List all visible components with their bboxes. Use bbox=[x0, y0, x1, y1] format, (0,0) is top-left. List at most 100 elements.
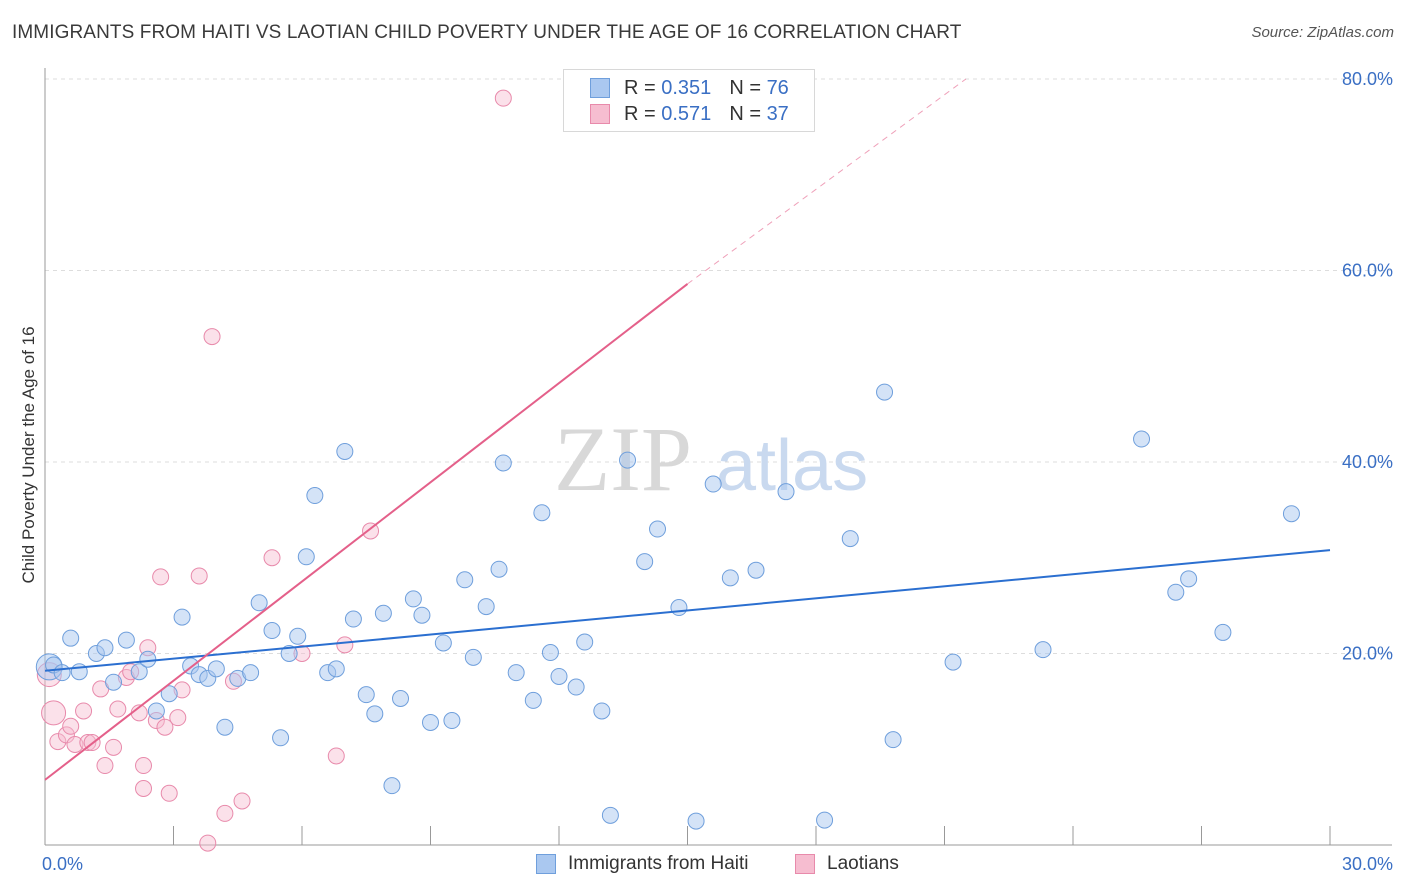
haiti-point bbox=[490, 560, 508, 578]
laotians-point bbox=[327, 747, 345, 765]
laotians-point bbox=[49, 733, 67, 751]
haiti-point bbox=[619, 451, 637, 469]
haiti-point bbox=[670, 599, 688, 617]
chart-title: IMMIGRANTS FROM HAITI VS LAOTIAN CHILD P… bbox=[12, 22, 962, 43]
haiti-point bbox=[1180, 570, 1198, 588]
haiti-point bbox=[336, 442, 354, 460]
axes bbox=[44, 68, 1392, 846]
haiti-point bbox=[593, 702, 611, 720]
y-axis-label: Child Poverty Under the Age of 16 bbox=[19, 326, 38, 583]
haiti-point bbox=[576, 633, 594, 651]
haiti-point bbox=[494, 454, 512, 472]
haiti-points bbox=[35, 383, 1300, 830]
haiti-point bbox=[263, 622, 281, 640]
laos-r-value: 0.571 bbox=[661, 102, 712, 125]
haiti-point bbox=[649, 520, 667, 538]
haiti-point bbox=[344, 610, 362, 628]
laotians-point bbox=[135, 757, 153, 775]
haiti-point bbox=[636, 553, 654, 571]
y-tick-label: 80.0% bbox=[1342, 69, 1393, 89]
laotians-point bbox=[199, 834, 217, 852]
laotians-trend-line bbox=[44, 283, 689, 781]
haiti-point bbox=[687, 812, 705, 830]
laotians-points bbox=[36, 89, 512, 852]
laos-n-label: N = bbox=[729, 102, 761, 125]
haiti-point bbox=[1282, 505, 1300, 523]
haiti-point bbox=[944, 653, 962, 671]
haiti-point bbox=[721, 569, 739, 587]
haiti-point bbox=[366, 705, 384, 723]
haiti-point bbox=[374, 604, 392, 622]
haiti-point bbox=[876, 383, 894, 401]
haiti-point bbox=[413, 606, 431, 624]
haiti-point bbox=[105, 673, 123, 691]
haiti-point bbox=[306, 487, 324, 505]
correlation-legend: R = 0.351 N = 76 R = 0.571 N = 37 bbox=[563, 69, 815, 132]
zipatlas-watermark: ZIP atlas bbox=[554, 408, 868, 510]
haiti-point bbox=[884, 731, 902, 749]
bottom-legend-laos: Laotians bbox=[795, 853, 899, 875]
laotians-point bbox=[169, 709, 187, 727]
haiti-point bbox=[1133, 430, 1151, 448]
y-tick-label: 20.0% bbox=[1342, 644, 1393, 664]
laos-legend-label: Laotians bbox=[827, 853, 899, 874]
haiti-point bbox=[541, 644, 559, 662]
laotians-point bbox=[109, 700, 127, 718]
haiti-point bbox=[404, 590, 422, 608]
laotians-point bbox=[494, 89, 512, 107]
laotians-point bbox=[216, 804, 234, 822]
laotians-point bbox=[96, 757, 114, 775]
legend-row-haiti: R = 0.351 N = 76 bbox=[590, 76, 789, 100]
bottom-legend-haiti: Immigrants from Haiti bbox=[536, 853, 749, 875]
haiti-point bbox=[289, 627, 307, 645]
haiti-point bbox=[357, 686, 375, 704]
haiti-point bbox=[53, 664, 71, 682]
haiti-point bbox=[1167, 583, 1185, 601]
haiti-point bbox=[327, 660, 345, 678]
haiti-point bbox=[62, 629, 80, 647]
haiti-point bbox=[507, 664, 525, 682]
haiti-n-label: N = bbox=[729, 76, 761, 99]
laotians-point bbox=[41, 700, 67, 726]
laotians-point bbox=[75, 702, 93, 720]
haiti-point bbox=[216, 718, 234, 736]
x-tick-label: 30.0% bbox=[1342, 854, 1393, 874]
haiti-point bbox=[456, 571, 474, 589]
haiti-point bbox=[477, 598, 495, 616]
haiti-point bbox=[524, 691, 542, 709]
laotians-point bbox=[263, 549, 281, 567]
haiti-point bbox=[841, 530, 859, 548]
laotians-point bbox=[362, 522, 380, 540]
laotians-trend-extension bbox=[687, 78, 967, 285]
laotians-point bbox=[57, 726, 75, 744]
laos-swatch bbox=[590, 104, 610, 124]
haiti-point bbox=[297, 548, 315, 566]
grid-lines bbox=[45, 78, 1392, 654]
haiti-point bbox=[1214, 623, 1232, 641]
haiti-point bbox=[383, 777, 401, 795]
haiti-r-value: 0.351 bbox=[661, 76, 712, 99]
tick-labels: 20.0% 40.0% 60.0% 80.0% 0.0% 30.0% bbox=[42, 69, 1393, 874]
haiti-point bbox=[207, 660, 225, 678]
laotians-point bbox=[190, 567, 208, 585]
haiti-point bbox=[443, 712, 461, 730]
laotians-point bbox=[233, 792, 251, 810]
haiti-n-value: 76 bbox=[766, 76, 789, 99]
haiti-r-label: R = bbox=[624, 76, 656, 99]
haiti-point bbox=[1034, 641, 1052, 659]
laotians-point bbox=[79, 734, 97, 752]
haiti-swatch bbox=[590, 78, 610, 98]
laotians-point bbox=[66, 735, 84, 753]
haiti-point bbox=[550, 667, 568, 685]
haiti-point bbox=[147, 702, 165, 720]
haiti-point bbox=[139, 650, 157, 668]
laos-n-value: 37 bbox=[766, 102, 789, 125]
laotians-point bbox=[105, 738, 123, 756]
laotians-point bbox=[135, 780, 153, 798]
source-label: Source: ZipAtlas.com bbox=[1251, 24, 1394, 41]
laotians-point bbox=[160, 784, 178, 802]
laotians-point bbox=[156, 718, 174, 736]
haiti-point bbox=[816, 811, 834, 829]
haiti-point bbox=[777, 483, 795, 501]
haiti-legend-swatch bbox=[536, 854, 556, 874]
